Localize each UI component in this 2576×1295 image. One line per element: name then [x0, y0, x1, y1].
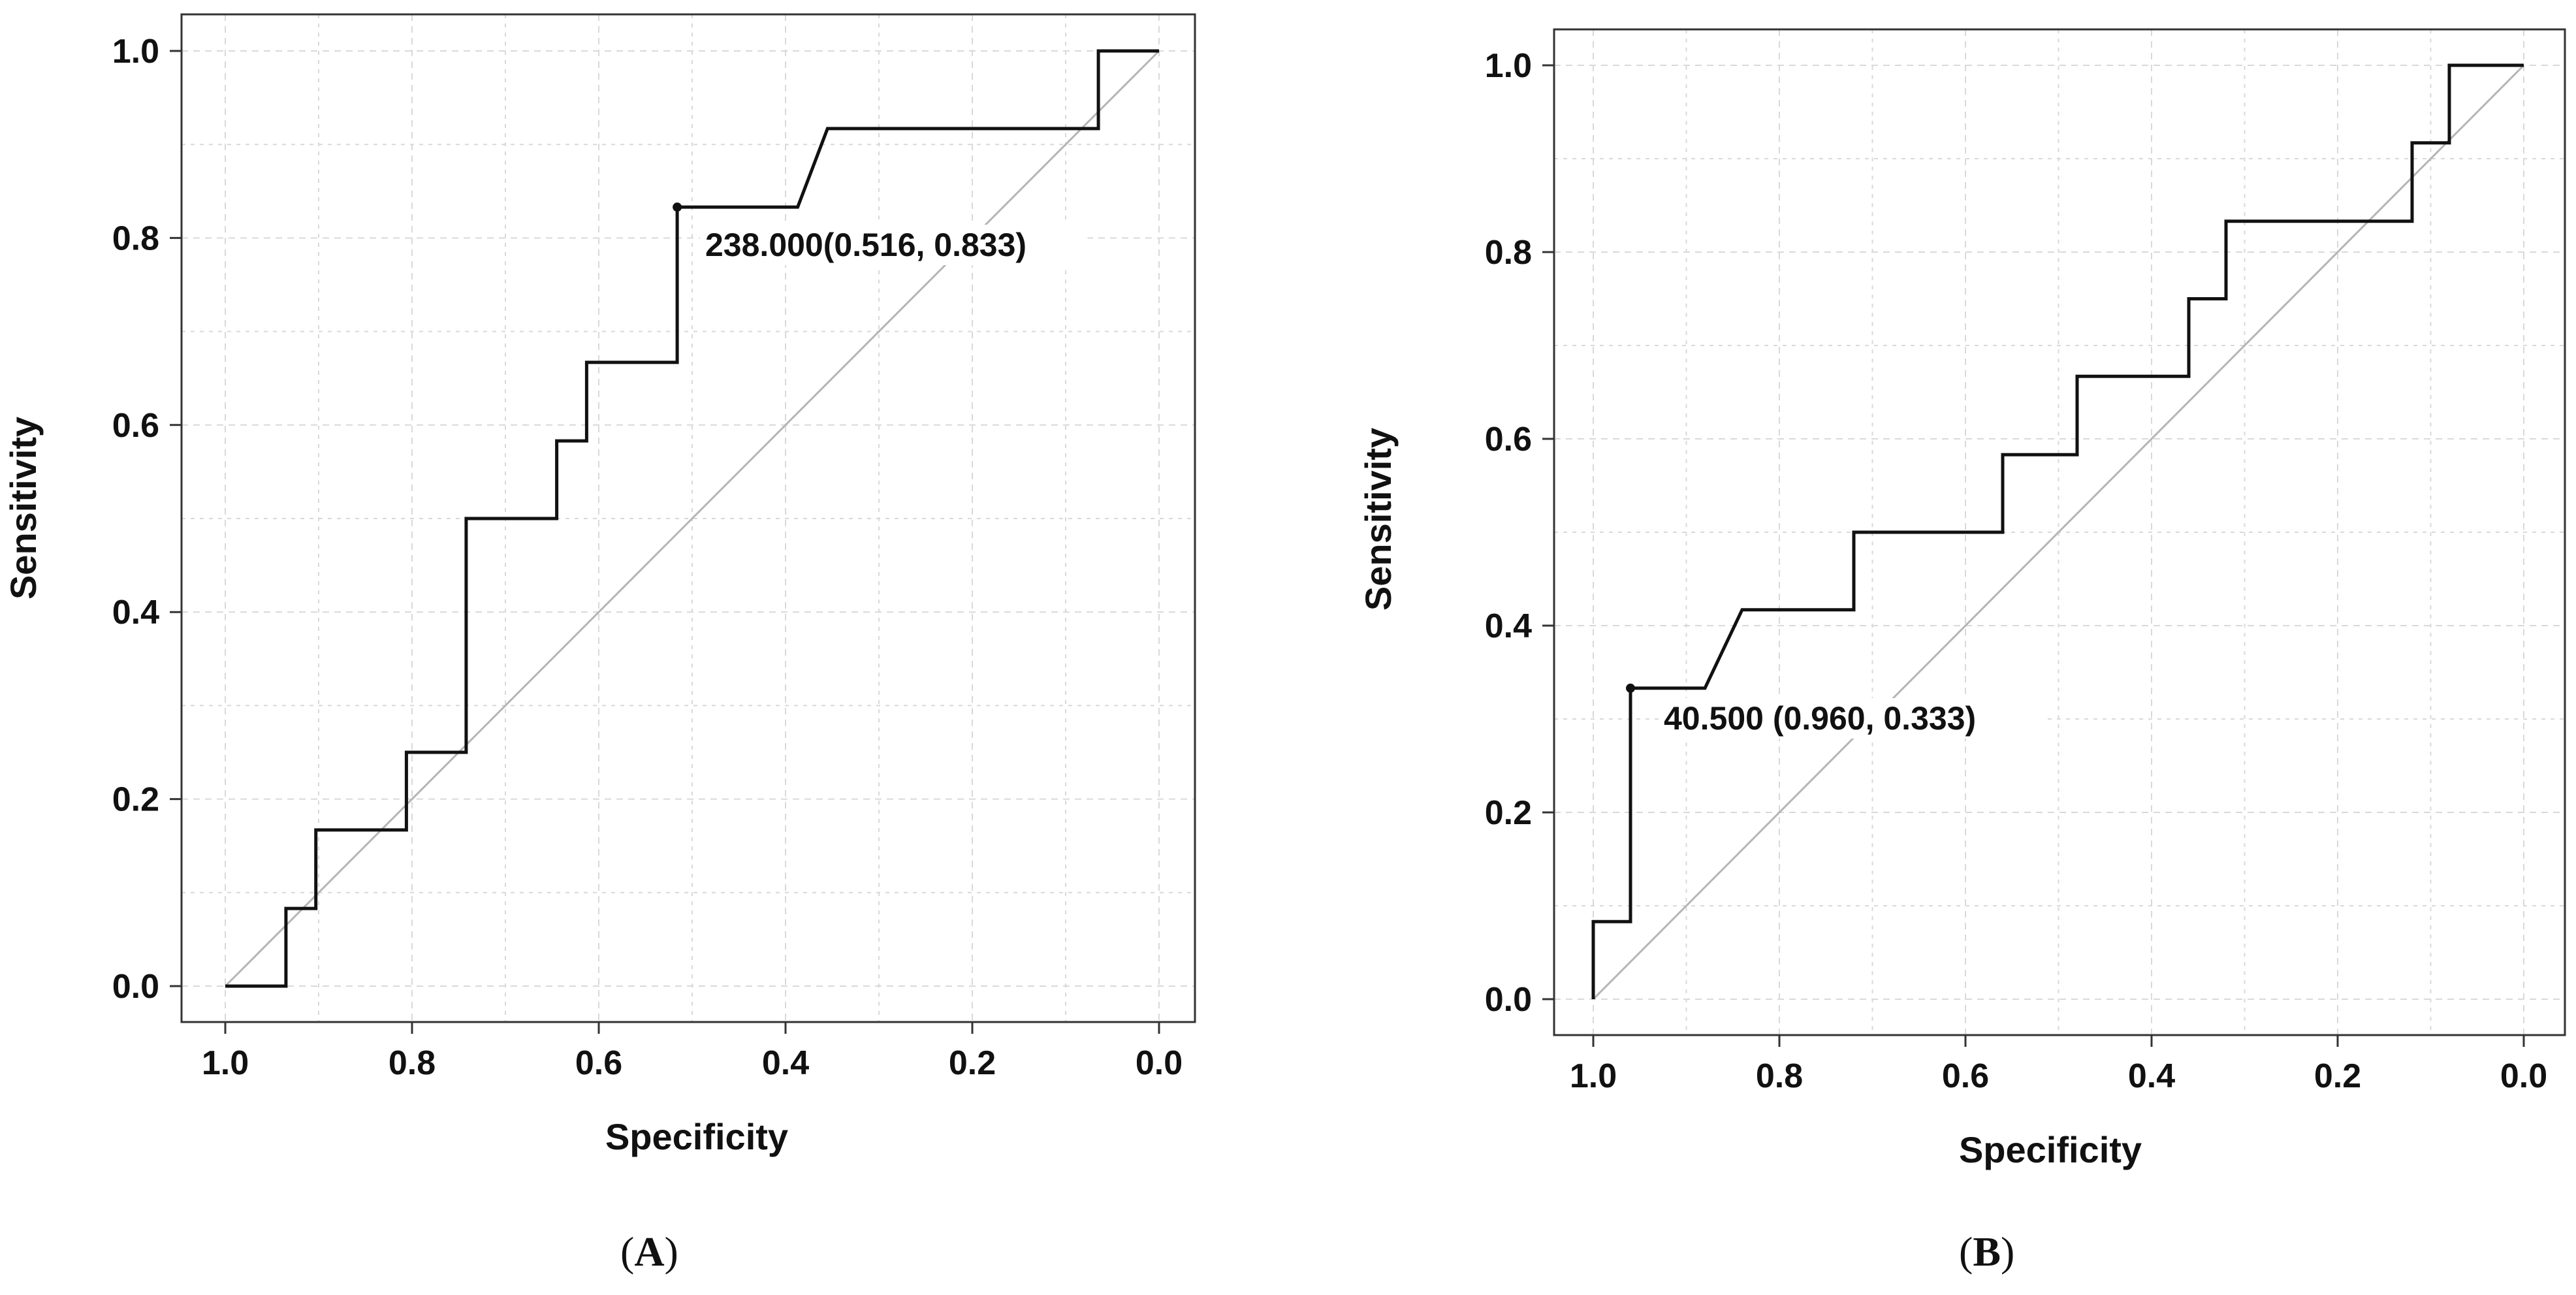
- roc-curve: [225, 49, 1159, 988]
- y-tick-label: 0.2: [1485, 794, 1532, 832]
- roc-curve: [1591, 63, 2524, 999]
- y-tick-label: 0.2: [112, 781, 159, 819]
- x-tick-label: 0.2: [2314, 1057, 2361, 1095]
- x-tick-label: 0.6: [1942, 1057, 1989, 1095]
- y-tick-label: 0.4: [1485, 607, 1532, 645]
- annotation-background: [1659, 698, 2046, 739]
- y-tick-label: 0.0: [1485, 981, 1532, 1019]
- panel-label-b: (B): [1959, 1228, 2015, 1275]
- roc-panel-b: 1.0 0.8 0.6 0.4 0.2 0.0 0.0 0.2 0.4 0.6 0.8 1.0 Spec…: [1358, 28, 2566, 1170]
- y-tick-label: 0.4: [112, 594, 159, 632]
- x-tick-label: 0.2: [949, 1044, 996, 1082]
- x-tick-label: 0.8: [1756, 1057, 1803, 1095]
- y-tick-label: 0.8: [112, 219, 159, 257]
- x-tick-label: 0.4: [2128, 1057, 2175, 1095]
- y-axis-title: Sensitivity: [3, 417, 44, 600]
- plot-frame: [180, 13, 1196, 1023]
- best-threshold-label: 238.000(0.516, 0.833): [705, 227, 1026, 263]
- x-axis-title: Specificity: [1959, 1129, 2142, 1170]
- annotation-background: [700, 225, 1088, 265]
- x-tick-label: 1.0: [1570, 1057, 1617, 1095]
- x-tick-label: 1.0: [202, 1044, 249, 1082]
- x-tick-label: 0.8: [389, 1044, 436, 1082]
- x-tick-label: 0.6: [575, 1044, 622, 1082]
- best-threshold-point: [673, 202, 682, 212]
- y-tick-label: 0.6: [1485, 421, 1532, 458]
- x-tick-label: 0.0: [2500, 1057, 2547, 1095]
- y-tick-label: 1.0: [112, 33, 159, 71]
- grid: [182, 14, 1195, 1022]
- y-tick-label: 1.0: [1485, 47, 1532, 85]
- y-tick-label: 0.0: [112, 968, 159, 1006]
- roc-panel-a: 1.0 0.8 0.6 0.4 0.2 0.0 0.0 0.2 0.4 0.6 0.8 1.0 Spec…: [3, 13, 1196, 1157]
- x-axis-title: Specificity: [605, 1116, 788, 1157]
- best-threshold-point: [1626, 683, 1635, 693]
- x-tick-label: 0.0: [1136, 1044, 1183, 1082]
- y-tick-label: 0.6: [112, 407, 159, 445]
- x-tick-label: 0.4: [762, 1044, 809, 1082]
- y-tick-label: 0.8: [1485, 234, 1532, 272]
- y-axis-title: Sensitivity: [1358, 428, 1399, 611]
- best-threshold-label: 40.500 (0.960, 0.333): [1664, 700, 1976, 737]
- plot-frame: [1553, 28, 2566, 1036]
- panel-label-a: (A): [620, 1228, 678, 1275]
